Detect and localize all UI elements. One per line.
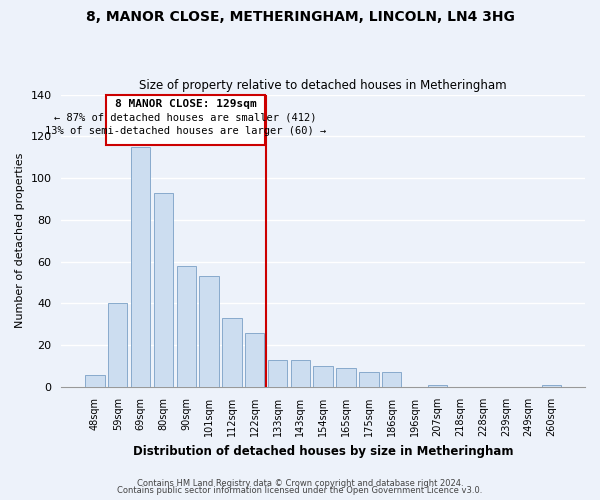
Text: ← 87% of detached houses are smaller (412): ← 87% of detached houses are smaller (41… xyxy=(55,112,317,122)
X-axis label: Distribution of detached houses by size in Metheringham: Distribution of detached houses by size … xyxy=(133,444,514,458)
Text: 13% of semi-detached houses are larger (60) →: 13% of semi-detached houses are larger (… xyxy=(45,126,326,136)
Bar xyxy=(313,366,333,387)
Bar xyxy=(337,368,356,387)
Bar xyxy=(268,360,287,387)
Bar xyxy=(85,374,104,387)
Bar xyxy=(154,193,173,387)
Bar xyxy=(131,147,150,387)
Bar xyxy=(199,276,219,387)
FancyBboxPatch shape xyxy=(106,94,265,144)
Bar xyxy=(290,360,310,387)
Bar xyxy=(108,304,127,387)
Bar xyxy=(542,385,561,387)
Y-axis label: Number of detached properties: Number of detached properties xyxy=(15,153,25,328)
Text: Contains HM Land Registry data © Crown copyright and database right 2024.: Contains HM Land Registry data © Crown c… xyxy=(137,478,463,488)
Bar xyxy=(222,318,242,387)
Bar xyxy=(245,332,265,387)
Bar xyxy=(382,372,401,387)
Text: 8, MANOR CLOSE, METHERINGHAM, LINCOLN, LN4 3HG: 8, MANOR CLOSE, METHERINGHAM, LINCOLN, L… xyxy=(86,10,514,24)
Bar xyxy=(428,385,447,387)
Title: Size of property relative to detached houses in Metheringham: Size of property relative to detached ho… xyxy=(139,79,507,92)
Text: Contains public sector information licensed under the Open Government Licence v3: Contains public sector information licen… xyxy=(118,486,482,495)
Text: 8 MANOR CLOSE: 129sqm: 8 MANOR CLOSE: 129sqm xyxy=(115,99,257,109)
Bar xyxy=(359,372,379,387)
Bar xyxy=(176,266,196,387)
